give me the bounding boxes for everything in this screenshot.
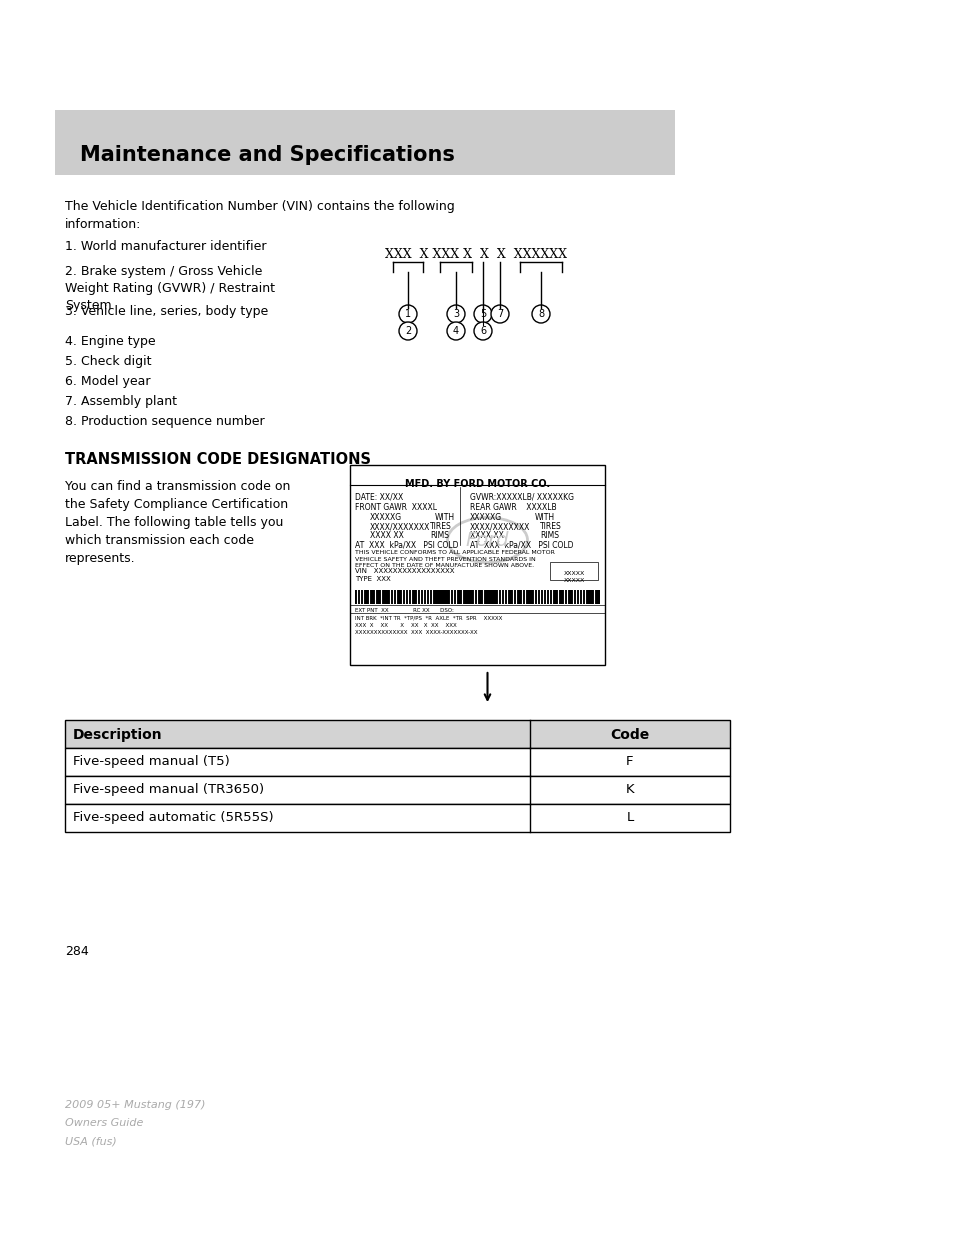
Text: RIMS: RIMS bbox=[539, 531, 558, 540]
Text: Code: Code bbox=[610, 727, 649, 742]
Text: GVWR:XXXXXLB/ XXXXXKG: GVWR:XXXXXLB/ XXXXXKG bbox=[470, 493, 574, 501]
Text: XXXXXG: XXXXXG bbox=[470, 513, 501, 522]
Text: Description: Description bbox=[73, 727, 162, 742]
Text: 1. World manufacturer identifier: 1. World manufacturer identifier bbox=[65, 240, 266, 253]
Text: TIRES: TIRES bbox=[430, 522, 452, 531]
Bar bbox=[65, 776, 729, 804]
Text: EXT PNT  XX              RC XX      DSO:: EXT PNT XX RC XX DSO: bbox=[355, 608, 454, 613]
Text: Five-speed manual (TR3650): Five-speed manual (TR3650) bbox=[73, 783, 264, 797]
Text: WITH: WITH bbox=[435, 513, 455, 522]
Circle shape bbox=[398, 322, 416, 340]
Text: F: F bbox=[625, 755, 633, 768]
Text: 1: 1 bbox=[404, 309, 411, 319]
Text: L: L bbox=[626, 811, 633, 824]
Circle shape bbox=[447, 305, 464, 324]
Text: Owners Guide: Owners Guide bbox=[65, 1118, 143, 1128]
Text: Five-speed automatic (5R55S): Five-speed automatic (5R55S) bbox=[73, 811, 274, 824]
Text: XXXXXG: XXXXXG bbox=[370, 513, 402, 522]
Text: USA (fus): USA (fus) bbox=[65, 1136, 116, 1146]
Text: XXXXXXXXXXXXXX  XXX  XXXX-XXXXXXX-XX: XXXXXXXXXXXXXX XXX XXXX-XXXXXXX-XX bbox=[355, 630, 477, 635]
Text: 2. Brake system / Gross Vehicle
Weight Rating (GVWR) / Restraint
System: 2. Brake system / Gross Vehicle Weight R… bbox=[65, 266, 274, 312]
Text: FRONT GAWR  XXXXL: FRONT GAWR XXXXL bbox=[355, 503, 436, 513]
Text: 284: 284 bbox=[65, 945, 89, 958]
Text: REAR GAWR    XXXXLB: REAR GAWR XXXXLB bbox=[470, 503, 556, 513]
Text: XXXX XX: XXXX XX bbox=[370, 531, 403, 540]
Text: INT BRK  *INT TR  *TP/PS  *R  AXLE  *TR  SPR    XXXXX: INT BRK *INT TR *TP/PS *R AXLE *TR SPR X… bbox=[355, 616, 502, 621]
Text: XXX  X XXX X  X  X  XXXXXX: XXX X XXX X X X XXXXXX bbox=[385, 248, 566, 261]
Text: AT  XXX  kPa/XX   PSI COLD: AT XXX kPa/XX PSI COLD bbox=[355, 540, 458, 550]
Text: 2: 2 bbox=[404, 326, 411, 336]
Text: 7: 7 bbox=[497, 309, 502, 319]
Text: TYPE  XXX: TYPE XXX bbox=[355, 576, 391, 582]
Text: K: K bbox=[625, 783, 634, 797]
Text: XXX  X    XX       X    XX   X  XX    XXX: XXX X XX X XX X XX XXX bbox=[355, 622, 456, 629]
Text: 6: 6 bbox=[479, 326, 485, 336]
Circle shape bbox=[532, 305, 550, 324]
Text: 2009 05+ Mustang (197): 2009 05+ Mustang (197) bbox=[65, 1100, 205, 1110]
Text: 7. Assembly plant: 7. Assembly plant bbox=[65, 395, 177, 408]
Text: XXXXX: XXXXX bbox=[563, 571, 584, 576]
Text: VIN   XXXXXXXXXXXXXXXXX: VIN XXXXXXXXXXXXXXXXX bbox=[355, 568, 454, 574]
Circle shape bbox=[474, 305, 492, 324]
Text: 3. Vehicle line, series, body type: 3. Vehicle line, series, body type bbox=[65, 305, 268, 317]
Text: DATE: XX/XX: DATE: XX/XX bbox=[355, 493, 403, 501]
Text: XXXX/XXXXXXX: XXXX/XXXXXXX bbox=[370, 522, 430, 531]
FancyBboxPatch shape bbox=[350, 466, 604, 664]
Text: AT  XXX  kPa/XX   PSI COLD: AT XXX kPa/XX PSI COLD bbox=[470, 540, 573, 550]
Text: RIMS: RIMS bbox=[430, 531, 449, 540]
Circle shape bbox=[398, 305, 416, 324]
Text: Maintenance and Specifications: Maintenance and Specifications bbox=[80, 144, 455, 165]
Text: Five-speed manual (T5): Five-speed manual (T5) bbox=[73, 755, 230, 768]
Circle shape bbox=[447, 322, 464, 340]
Text: 8. Production sequence number: 8. Production sequence number bbox=[65, 415, 264, 429]
Text: TIRES: TIRES bbox=[539, 522, 561, 531]
Text: Ford: Ford bbox=[465, 531, 509, 550]
Bar bbox=[355, 590, 599, 604]
Text: MFD. BY FORD MOTOR CO.: MFD. BY FORD MOTOR CO. bbox=[404, 479, 550, 489]
FancyBboxPatch shape bbox=[55, 110, 675, 175]
Text: XXXX/XXXXXXX: XXXX/XXXXXXX bbox=[470, 522, 530, 531]
Circle shape bbox=[474, 322, 492, 340]
Text: XXXX XX: XXXX XX bbox=[470, 531, 503, 540]
Text: The Vehicle Identification Number (VIN) contains the following
information:: The Vehicle Identification Number (VIN) … bbox=[65, 200, 455, 231]
Bar bbox=[65, 720, 729, 748]
Text: 3: 3 bbox=[453, 309, 458, 319]
Text: 6. Model year: 6. Model year bbox=[65, 375, 151, 388]
FancyBboxPatch shape bbox=[550, 562, 598, 580]
Text: 8: 8 bbox=[537, 309, 543, 319]
Text: You can find a transmission code on
the Safety Compliance Certification
Label. T: You can find a transmission code on the … bbox=[65, 480, 290, 564]
Text: TRANSMISSION CODE DESIGNATIONS: TRANSMISSION CODE DESIGNATIONS bbox=[65, 452, 371, 467]
Text: XXXXX: XXXXX bbox=[563, 578, 584, 583]
Text: WITH: WITH bbox=[535, 513, 555, 522]
Bar bbox=[65, 804, 729, 832]
Text: 5. Check digit: 5. Check digit bbox=[65, 354, 152, 368]
Text: 5: 5 bbox=[479, 309, 486, 319]
Text: THIS VEHICLE CONFORMS TO ALL APPLICABLE FEDERAL MOTOR
VEHICLE SAFETY AND THEFT P: THIS VEHICLE CONFORMS TO ALL APPLICABLE … bbox=[355, 550, 555, 568]
Circle shape bbox=[491, 305, 509, 324]
Text: 4. Engine type: 4. Engine type bbox=[65, 335, 155, 348]
Bar bbox=[65, 748, 729, 776]
Text: 4: 4 bbox=[453, 326, 458, 336]
